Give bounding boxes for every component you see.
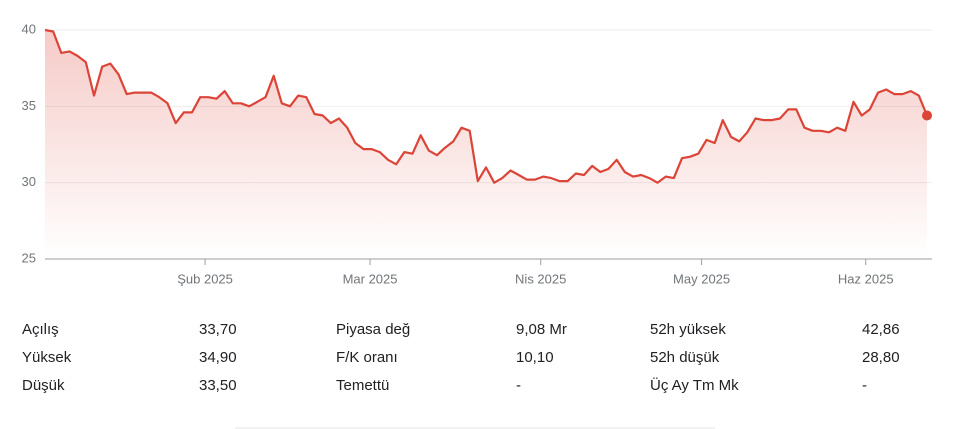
price-line: [44, 28, 929, 184]
x-tick-label: May 2025: [673, 271, 730, 286]
stat-value: 9,08 Mr: [516, 321, 567, 338]
stat-value: 28,80: [862, 349, 900, 366]
stat-value: 33,70: [199, 321, 237, 338]
last-point: [922, 110, 932, 121]
y-tick-label: 35: [22, 98, 36, 113]
stat-label: 52h düşük: [650, 349, 720, 366]
stat-label: Temettü: [336, 377, 389, 394]
area: [45, 30, 927, 259]
stat-label: Üç Ay Tm Mk: [650, 376, 739, 394]
stat-label: 52h yüksek: [650, 321, 726, 338]
stat-label: Piyasa değ: [336, 321, 410, 338]
stat-label: F/K oranı: [336, 349, 398, 366]
y-tick-label: 30: [22, 174, 36, 189]
x-tick-label: Haz 2025: [838, 271, 894, 286]
stat-value: 34,90: [199, 349, 237, 366]
x-tick-label: Nis 2025: [515, 271, 566, 286]
stat-label: Düşük: [22, 377, 65, 394]
stat-value: -: [862, 377, 867, 394]
y-tick-label: 40: [22, 21, 36, 36]
stat-value: -: [516, 377, 521, 394]
x-tick-label: Şub 2025: [177, 271, 233, 286]
stat-label: Açılış: [22, 321, 59, 338]
x-tick-label: Mar 2025: [343, 271, 398, 286]
stat-value: 42,86: [862, 321, 900, 338]
stat-value: 33,50: [199, 377, 237, 394]
y-tick-label: 25: [22, 250, 36, 265]
stat-value: 10,10: [516, 349, 554, 366]
stat-label: Yüksek: [22, 349, 72, 366]
